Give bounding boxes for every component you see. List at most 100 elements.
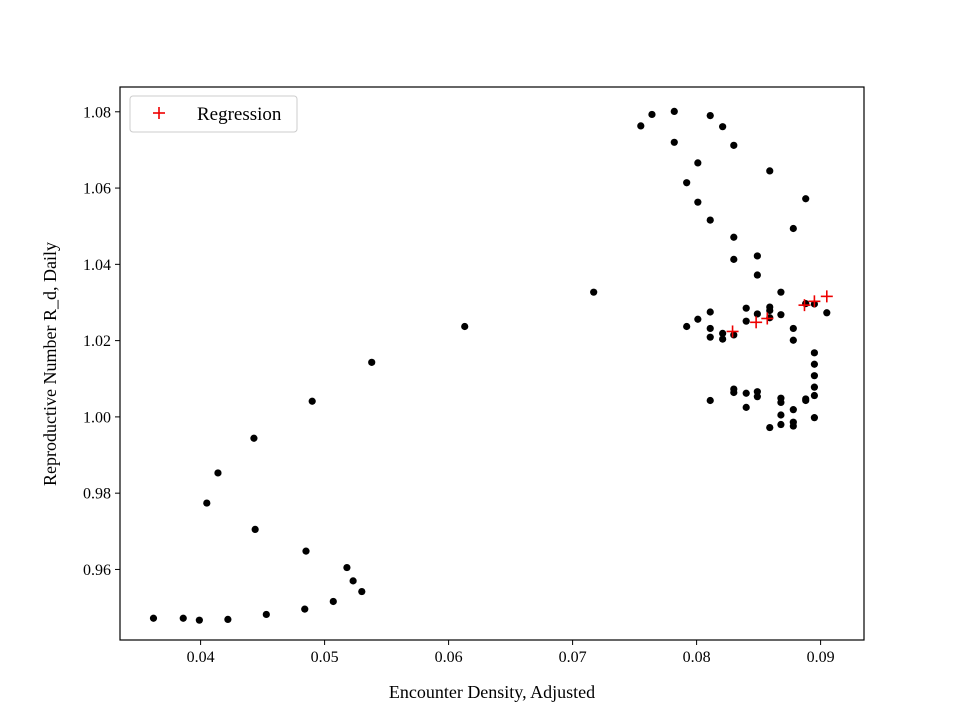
data-point <box>777 411 785 419</box>
regression-point <box>820 290 833 303</box>
data-point <box>766 167 774 175</box>
data-point <box>637 122 645 130</box>
y-tick-label: 1.06 <box>83 181 111 198</box>
data-point <box>802 300 810 308</box>
data-points <box>149 107 833 624</box>
data-point <box>149 614 158 622</box>
x-tick-label: 0.07 <box>559 649 587 666</box>
legend-plus-marker <box>153 107 165 119</box>
y-tick-label: 1.02 <box>83 333 111 350</box>
data-point <box>706 333 714 341</box>
data-point <box>742 317 750 325</box>
data-point <box>343 563 351 572</box>
data-point <box>694 159 702 167</box>
data-point <box>777 288 785 296</box>
data-point <box>301 605 309 613</box>
data-point <box>706 308 714 316</box>
data-point <box>590 288 598 296</box>
data-point <box>670 138 678 146</box>
legend-box <box>129 95 298 133</box>
data-point <box>730 233 738 241</box>
data-point <box>810 414 819 422</box>
data-point <box>694 315 702 323</box>
data-point <box>329 597 337 606</box>
data-point <box>224 615 232 624</box>
data-point <box>789 336 797 344</box>
data-point <box>670 107 678 116</box>
data-point <box>648 110 656 119</box>
data-point <box>802 395 810 403</box>
data-point <box>349 577 357 585</box>
data-point <box>730 141 738 149</box>
y-tick-label: 0.96 <box>83 562 111 579</box>
data-point <box>179 614 187 622</box>
data-point <box>694 198 702 206</box>
data-point <box>810 391 819 400</box>
data-point <box>802 195 810 203</box>
data-point <box>251 525 259 534</box>
data-point <box>706 396 714 405</box>
data-point <box>730 388 738 397</box>
data-point <box>214 469 222 477</box>
x-tick-label: 0.04 <box>187 649 215 666</box>
data-point <box>719 329 727 337</box>
data-point <box>730 255 738 263</box>
data-point <box>730 331 738 339</box>
data-point <box>810 349 819 357</box>
data-point <box>683 179 691 187</box>
y-tick-label: 1.00 <box>83 409 111 426</box>
axis-ticks: 0.04 0.05 0.06 0.07 0.08 0.09 0.96 0.98 1.00 1.02… <box>83 104 835 666</box>
data-point <box>308 397 316 405</box>
legend-entry-regression: Regression <box>197 104 282 125</box>
data-point <box>195 616 203 624</box>
y-tick-label: 0.98 <box>83 486 111 503</box>
data-point <box>766 423 774 432</box>
y-tick-label: 1.08 <box>83 104 111 121</box>
data-point <box>742 304 750 312</box>
plot-area <box>119 86 865 641</box>
data-point <box>766 306 774 315</box>
y-axis-label: Reproductive Number R_d, Daily <box>40 242 60 486</box>
data-point <box>789 324 797 333</box>
data-point <box>250 434 258 442</box>
data-point <box>753 393 761 401</box>
x-tick-label: 0.09 <box>807 649 835 666</box>
data-point <box>706 112 714 120</box>
x-tick-label: 0.08 <box>683 649 711 666</box>
data-point <box>777 311 785 319</box>
data-point <box>753 388 761 396</box>
x-tick-label: 0.05 <box>311 649 339 666</box>
data-point <box>789 422 797 430</box>
data-point <box>262 610 270 619</box>
data-point <box>742 403 750 411</box>
regression-point <box>750 316 763 329</box>
data-point <box>753 271 761 279</box>
data-point <box>742 389 750 397</box>
data-point <box>719 335 727 343</box>
data-point <box>777 420 785 429</box>
data-point <box>810 372 819 380</box>
data-point <box>789 224 797 233</box>
regression-point <box>798 299 811 312</box>
regression-point <box>808 295 821 308</box>
regression-point <box>726 325 739 338</box>
data-point <box>810 383 819 391</box>
legend: Regression <box>129 95 298 133</box>
data-point <box>302 547 310 555</box>
data-point <box>706 324 714 333</box>
data-point <box>789 406 797 414</box>
data-point <box>358 587 366 596</box>
data-point <box>810 360 819 368</box>
data-point <box>753 252 761 260</box>
data-point <box>368 358 376 366</box>
data-point <box>461 322 469 331</box>
x-axis-label: Encounter Density, Adjusted <box>389 682 595 702</box>
data-point <box>683 322 691 331</box>
data-point <box>719 123 727 131</box>
x-tick-label: 0.06 <box>435 649 463 666</box>
y-tick-label: 1.04 <box>83 257 111 274</box>
data-point <box>823 309 831 317</box>
data-point <box>706 216 714 224</box>
legend-marker-plus-icon <box>153 107 165 119</box>
